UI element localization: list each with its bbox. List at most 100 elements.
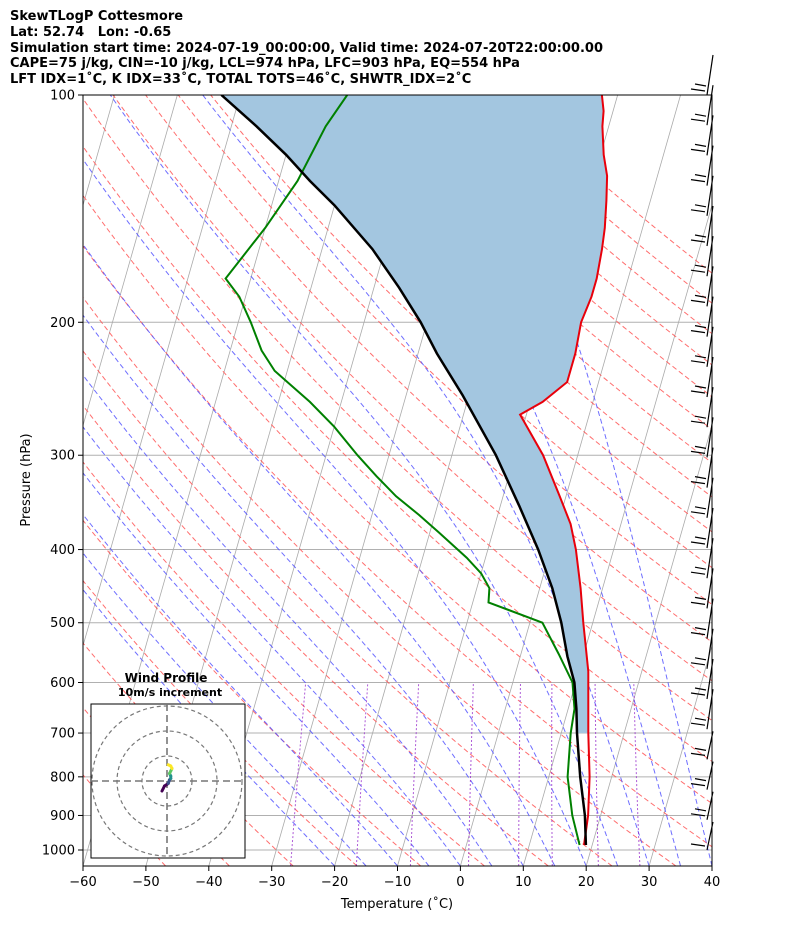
x-axis-label: Temperature (˚C) — [340, 896, 453, 912]
wind-barb — [690, 387, 714, 428]
dry-adiabat — [83, 245, 712, 848]
wind-barb-flag — [690, 450, 706, 454]
wind-barb-flag — [694, 536, 707, 540]
wind-barb — [690, 731, 714, 760]
wind-barb-flag — [690, 299, 706, 303]
x-tick-label: −40 — [195, 875, 222, 890]
dry-adiabat — [210, 95, 712, 569]
wind-barb — [690, 54, 714, 96]
wind-barb-flag — [694, 325, 707, 329]
wind-barb-flag — [690, 88, 706, 92]
wind-barb-flag — [690, 783, 706, 787]
dewpoint-line — [224, 95, 581, 846]
wind-barb — [690, 689, 714, 730]
wind-barb-flag — [690, 813, 706, 817]
wind-barb-flag — [690, 571, 706, 575]
wind-barb-flag — [694, 627, 707, 631]
wind-barb-flag — [694, 113, 707, 117]
wind-barb-flag — [690, 511, 706, 515]
x-tick-label: 10 — [515, 875, 532, 890]
wind-barb-flag — [690, 752, 706, 756]
dry-adiabat — [83, 194, 712, 805]
figure-title: SkewTLogP Cottesmore — [10, 9, 184, 24]
wind-barb — [690, 447, 714, 488]
axis-ticks: −60 −50 −40 −30 −20 −10 0 10 20 30 40 100 200 300 400 5… — [42, 89, 720, 891]
mixing-ratio-line — [551, 682, 553, 866]
wind-barb-flag — [694, 747, 707, 751]
wind-barb-flag — [694, 717, 707, 721]
hodograph-segment — [166, 763, 173, 768]
wind-barb-flag — [690, 239, 706, 243]
wind-barb-flag — [694, 143, 707, 147]
wind-barb-staff — [706, 54, 714, 96]
wind-barb — [690, 266, 714, 307]
wind-barb-staff — [706, 85, 714, 126]
wind-barb-flag — [690, 662, 706, 666]
y-tick-label: 100 — [50, 89, 75, 104]
y-tick-label: 700 — [50, 727, 75, 742]
y-tick-label: 300 — [50, 449, 75, 464]
isotherm — [522, 203, 712, 866]
wind-barb — [690, 296, 714, 337]
wind-barb — [690, 417, 714, 458]
profiles — [220, 95, 609, 846]
mixing-ratio-line — [290, 682, 307, 866]
moist-adiabat — [83, 552, 367, 866]
y-tick-label: 1000 — [42, 844, 75, 859]
wind-barb-flag — [690, 481, 706, 485]
x-tick-label: 40 — [704, 875, 721, 890]
y-tick-label: 800 — [50, 770, 75, 785]
y-tick-label: 500 — [50, 616, 75, 631]
indices-line: LFT IDX=1˚C, K IDX=33˚C, TOTAL TOTS=46˚C… — [10, 72, 472, 88]
wind-barb — [690, 507, 714, 549]
dry-adiabat — [83, 461, 485, 866]
mixing-ratio-line — [594, 682, 599, 866]
wind-barb-flag — [694, 657, 707, 661]
wind-barb-flag — [690, 148, 706, 152]
x-tick-label: −30 — [258, 875, 285, 890]
wind-barb-flag — [694, 445, 707, 449]
isotherm — [585, 423, 712, 866]
inset-title: Wind Profile — [125, 671, 208, 685]
isotherm — [83, 95, 178, 427]
wind-barb — [690, 658, 714, 700]
wind-barb-flag — [694, 476, 707, 480]
wind-barb-flag — [694, 83, 707, 87]
wind-barb-flag — [690, 843, 706, 847]
wind-barb-flag — [694, 566, 707, 570]
wind-barb-flag — [694, 234, 707, 238]
figure-header: SkewTLogP Cottesmore Lat: 52.74 Lon: -0.… — [10, 9, 603, 88]
x-tick-label: 20 — [578, 875, 595, 890]
temperature-line — [518, 95, 609, 846]
wind-barb — [690, 236, 714, 277]
dry-adiabat — [83, 404, 549, 866]
time-line: Simulation start time: 2024-07-19_00:00:… — [10, 40, 603, 56]
mixing-ratio-line — [518, 682, 521, 866]
moist-adiabat — [467, 95, 712, 866]
x-tick-label: 30 — [641, 875, 658, 890]
moist-adiabat — [83, 243, 556, 866]
wind-barb-flag — [694, 778, 707, 782]
isotherm — [83, 95, 241, 648]
location-line: Lat: 52.74 Lon: -0.65 — [10, 24, 172, 40]
moist-adiabat — [83, 426, 461, 866]
x-tick-label: 0 — [456, 875, 464, 890]
wind-barb-flag — [690, 541, 706, 545]
wind-barb-flag — [694, 204, 707, 208]
wind-barbs — [690, 54, 714, 851]
moist-adiabat — [83, 513, 398, 866]
mixing-ratio-line — [633, 682, 641, 866]
wind-barb — [690, 115, 714, 156]
wind-barb-flag — [690, 118, 706, 122]
x-tick-label: −60 — [69, 875, 96, 890]
wind-barb-flag — [694, 415, 707, 419]
moist-adiabat — [83, 588, 335, 866]
wind-barb — [690, 175, 714, 216]
wind-barb — [690, 326, 714, 367]
mixing-ratio-line — [355, 682, 369, 866]
isotherm — [460, 95, 681, 866]
wind-barb-flag — [690, 632, 706, 636]
wind-barb-flag — [694, 294, 707, 298]
